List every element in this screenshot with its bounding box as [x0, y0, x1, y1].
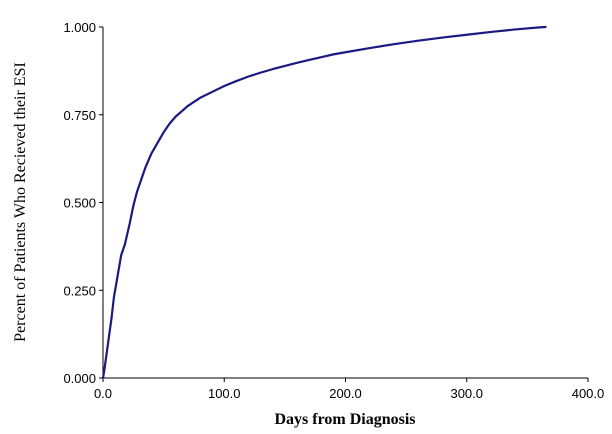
series-line — [101, 25, 547, 380]
y-tick-label: 0.750 — [63, 108, 96, 123]
x-tick-label: 400.0 — [572, 386, 605, 401]
x-tick-label: 200.0 — [329, 386, 362, 401]
x-tick-label: 100.0 — [208, 386, 241, 401]
y-axis-title: Percent of Patients Who Recieved their E… — [12, 62, 29, 342]
y-tick-label: 0.500 — [63, 196, 96, 211]
plot-area: 0.000 0.250 0.500 0.750 1.000 0.0 100.0 200.0 3… — [63, 20, 604, 401]
y-axis-ticks: 0.000 0.250 0.500 0.750 1.000 — [63, 20, 103, 386]
x-tick-label: 300.0 — [450, 386, 483, 401]
x-axis-ticks: 0.0 100.0 200.0 300.0 400.0 — [94, 378, 604, 401]
y-tick-label: 0.000 — [63, 371, 96, 386]
y-tick-label: 0.250 — [63, 283, 96, 298]
x-tick-label: 0.0 — [94, 386, 112, 401]
y-tick-label: 1.000 — [63, 20, 96, 35]
x-axis-title: Days from Diagnosis — [274, 411, 415, 428]
